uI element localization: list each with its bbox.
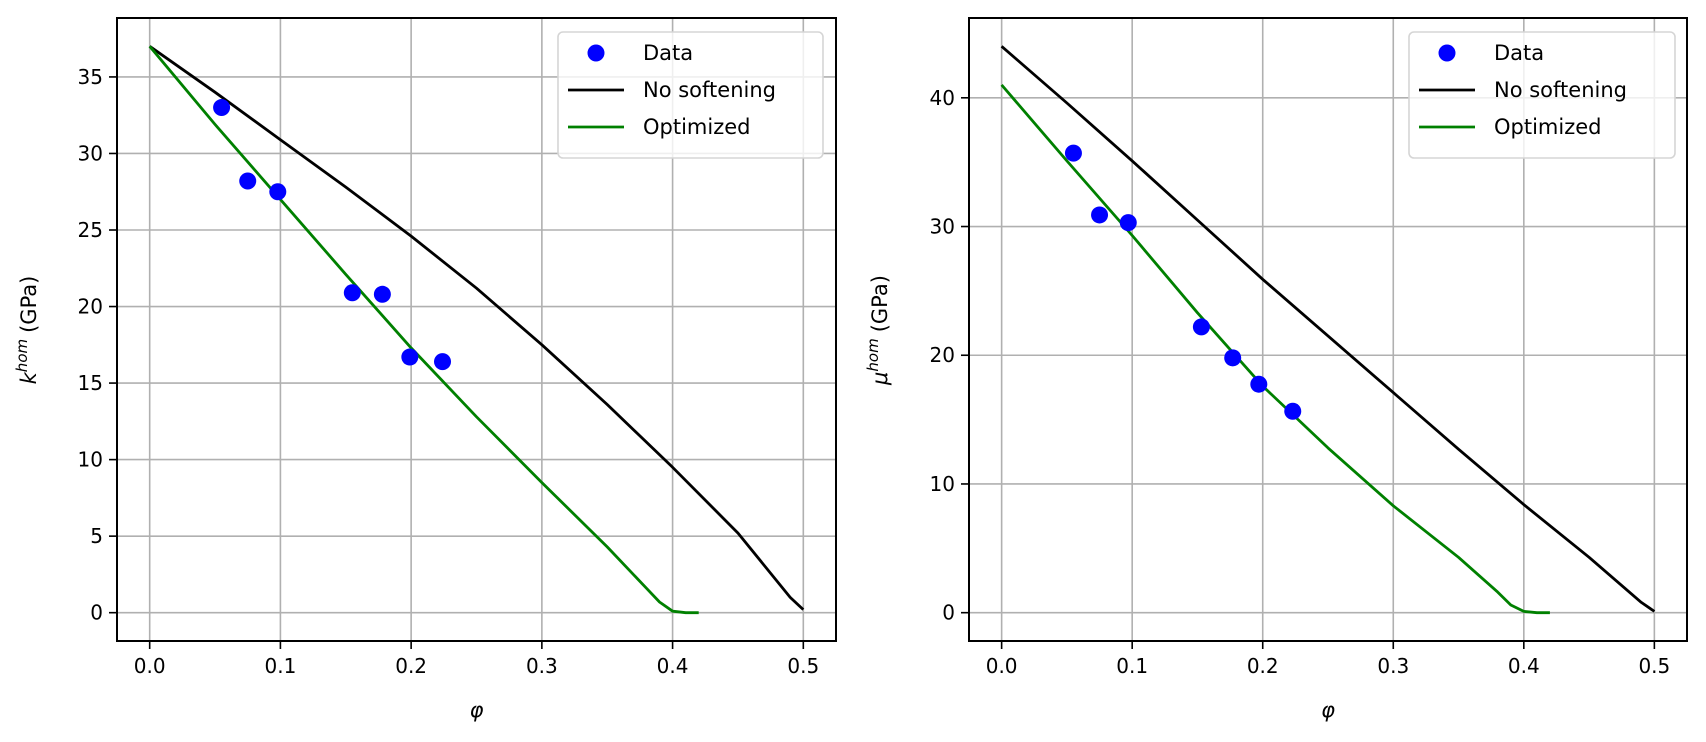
y-axis-label-symbol: k — [17, 371, 41, 384]
series-line-no-softening — [148, 45, 805, 611]
y-tick-label: 0 — [90, 601, 103, 625]
data-point — [1119, 214, 1137, 232]
data-point — [1091, 206, 1109, 224]
data-point — [1284, 402, 1302, 420]
y-tick-label: 40 — [930, 86, 955, 110]
legend-label: Data — [643, 41, 693, 65]
data-point — [1224, 349, 1242, 367]
x-tick-label: 0.0 — [986, 654, 1018, 678]
data-point — [1192, 318, 1210, 336]
x-tick-label: 0.1 — [265, 654, 297, 678]
x-tick-label: 0.4 — [1508, 654, 1540, 678]
legend: Data No softening Optimized — [557, 31, 824, 159]
legend-label: Data — [1494, 41, 1544, 65]
data-point — [373, 285, 391, 303]
y-axis-label-unit: (GPa) — [17, 276, 41, 333]
x-tick-label: 0.2 — [395, 654, 427, 678]
y-axis-label: μhom (GPa) — [864, 275, 892, 386]
data-point — [213, 99, 231, 117]
legend-marker-data — [587, 44, 605, 62]
x-tick-label: 0.3 — [526, 654, 558, 678]
legend-box — [1408, 31, 1676, 159]
data-point — [343, 284, 361, 302]
x-axis-label: φ — [1321, 698, 1335, 722]
x-tick-label: 0.4 — [657, 654, 689, 678]
axes-frame — [116, 17, 837, 642]
data-point — [1250, 375, 1268, 393]
y-tick-label: 0 — [942, 601, 955, 625]
x-axis-label: φ — [470, 698, 484, 722]
legend-label: No softening — [1494, 78, 1627, 102]
y-axis-label-superscript: hom — [864, 338, 882, 371]
legend-marker-data — [1438, 44, 1456, 62]
legend-label: No softening — [643, 78, 776, 102]
series-line-no-softening — [1000, 45, 1656, 613]
y-tick-label: 10 — [78, 448, 103, 472]
data-point — [434, 353, 452, 371]
y-tick-label: 25 — [78, 218, 103, 242]
x-tick-label: 0.1 — [1116, 654, 1148, 678]
panel-shear-modulus: 0.0 0.1 0.2 0.3 0.4 0.5 0 10 20 30 40 φ μhom (GPa) Dat… — [864, 17, 1688, 722]
legend-box — [557, 31, 824, 159]
legend-label: Optimized — [1494, 115, 1602, 139]
x-tick-label: 0.5 — [1638, 654, 1670, 678]
y-axis-label: khom (GPa) — [13, 276, 41, 385]
y-tick-label: 30 — [930, 215, 955, 239]
x-tick-label: 0.0 — [134, 654, 166, 678]
y-tick-label: 15 — [78, 371, 103, 395]
y-axis-label-superscript: hom — [13, 339, 31, 372]
y-tick-label: 30 — [78, 141, 103, 165]
panel-bulk-modulus: 0.0 0.1 0.2 0.3 0.4 0.5 0 5 10 15 20 25 30 35 φ khom (GP… — [13, 17, 837, 722]
series-line-optimized — [1000, 83, 1550, 615]
y-tick-label: 35 — [78, 65, 103, 89]
x-tick-label: 0.3 — [1377, 654, 1409, 678]
data-point — [239, 172, 257, 190]
axes-frame — [968, 17, 1688, 642]
y-tick-label: 20 — [930, 343, 955, 367]
data-point — [401, 348, 419, 366]
legend: Data No softening Optimized — [1408, 31, 1676, 159]
legend-label: Optimized — [643, 115, 751, 139]
x-tick-label: 0.5 — [787, 654, 819, 678]
y-tick-label: 20 — [78, 295, 103, 319]
y-axis-label-symbol: μ — [868, 372, 892, 386]
x-tick-label: 0.2 — [1247, 654, 1279, 678]
y-tick-label: 10 — [930, 472, 955, 496]
data-point — [1064, 144, 1082, 162]
y-tick-label: 5 — [90, 524, 103, 548]
y-axis-label-unit: (GPa) — [868, 275, 892, 332]
data-point — [269, 183, 287, 201]
